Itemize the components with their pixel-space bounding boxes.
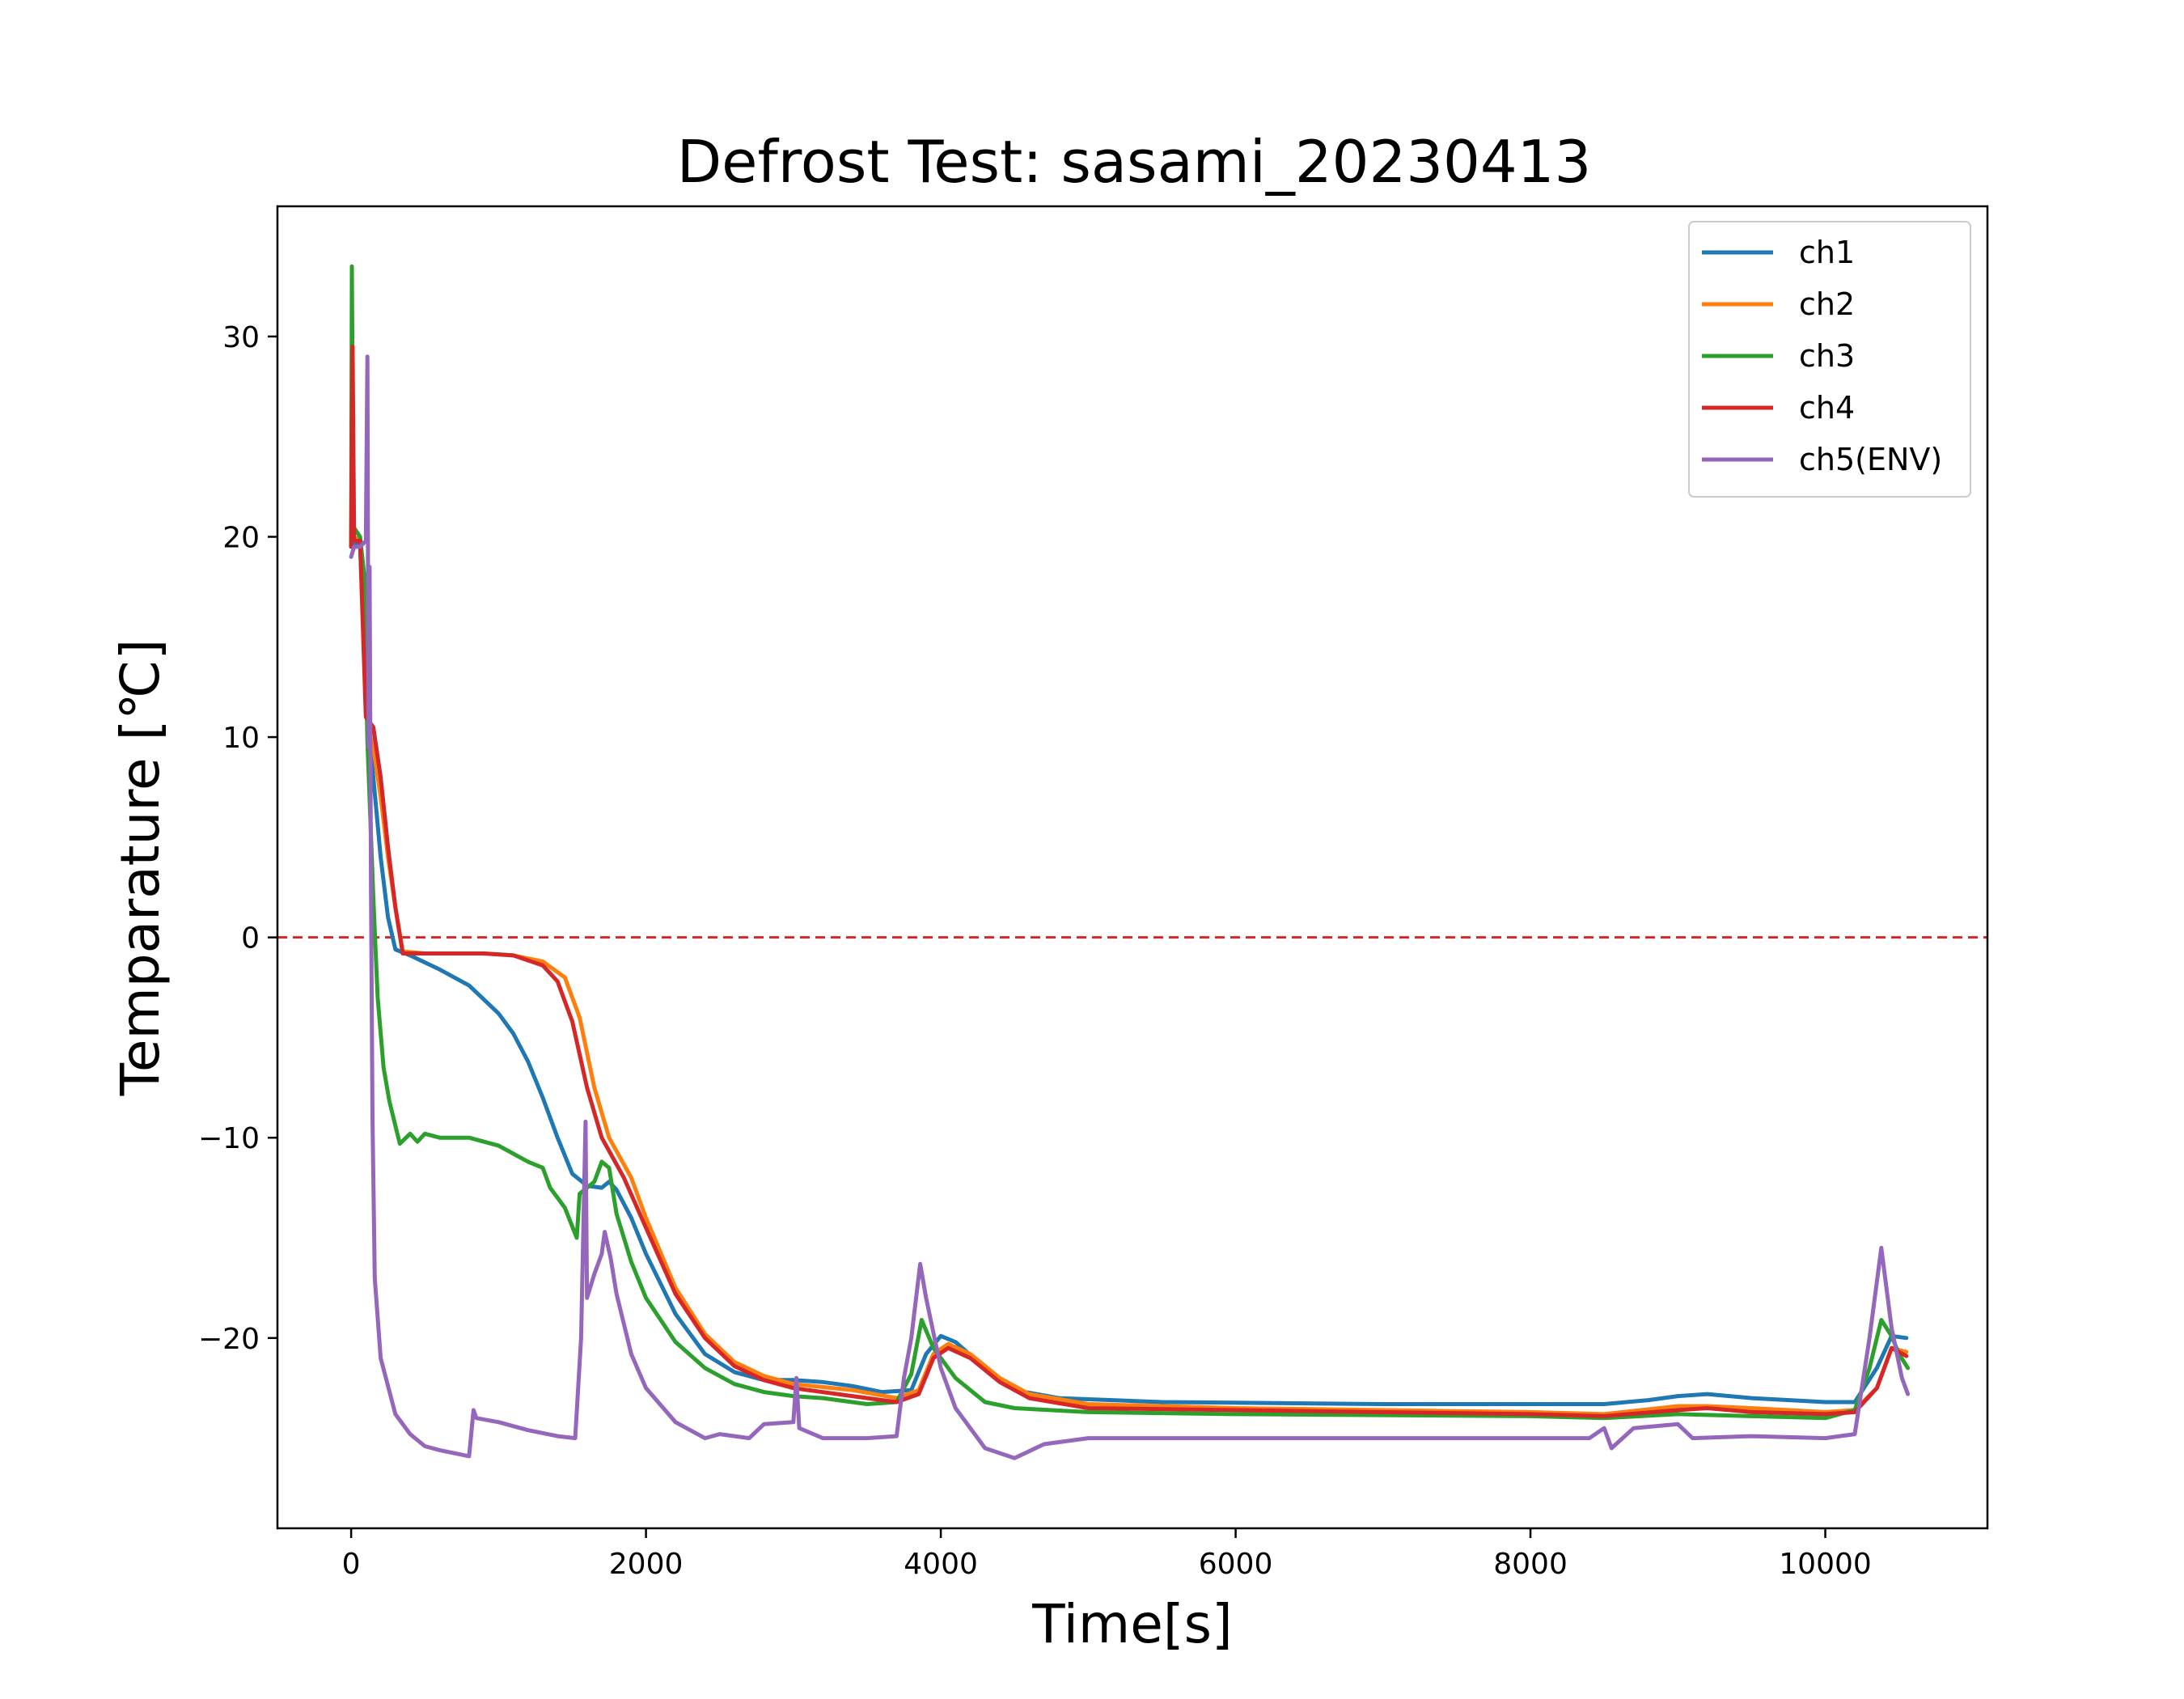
legend-label: ch1 <box>1799 235 1855 270</box>
legend-label: ch2 <box>1799 286 1855 322</box>
y-tick-label: 30 <box>222 321 260 354</box>
x-tick-label: 6000 <box>1199 1548 1273 1581</box>
legend-label: ch3 <box>1799 338 1855 374</box>
x-axis: 0 2000 4000 6000 8000 10000 <box>342 1528 1872 1581</box>
legend-label: ch4 <box>1799 390 1855 426</box>
plot-area <box>277 264 1987 1460</box>
plot-frame <box>276 205 1989 1530</box>
x-tick-label: 4000 <box>904 1548 978 1581</box>
x-tick-label: 0 <box>342 1548 361 1581</box>
x-tick-label: 2000 <box>609 1548 684 1581</box>
legend-box <box>1688 221 1971 498</box>
y-tick-label: −10 <box>198 1122 260 1155</box>
x-tick-label: 8000 <box>1493 1548 1568 1581</box>
y-tick-label: 20 <box>222 522 260 555</box>
y-tick-label: 0 <box>241 922 260 955</box>
x-tick-label: 10000 <box>1779 1548 1872 1581</box>
y-tick-label: −20 <box>198 1323 260 1356</box>
series-line-ch5-env <box>349 354 1911 1460</box>
y-axis-title: Temparature [℃] <box>109 639 171 1097</box>
series-line-ch1 <box>349 539 1909 1406</box>
chart-title: Defrost Test: sasami_20230413 <box>677 128 1592 196</box>
series-line-ch4 <box>349 344 1909 1418</box>
legend-label: ch5(ENV) <box>1799 442 1942 477</box>
y-axis: −20 −10 0 10 20 30 <box>198 321 277 1356</box>
x-axis-title: Time[s] <box>1031 1593 1232 1655</box>
y-tick-label: 10 <box>222 722 260 755</box>
legend: ch1 ch2 ch3 ch4 ch5(ENV) <box>1688 221 1971 498</box>
